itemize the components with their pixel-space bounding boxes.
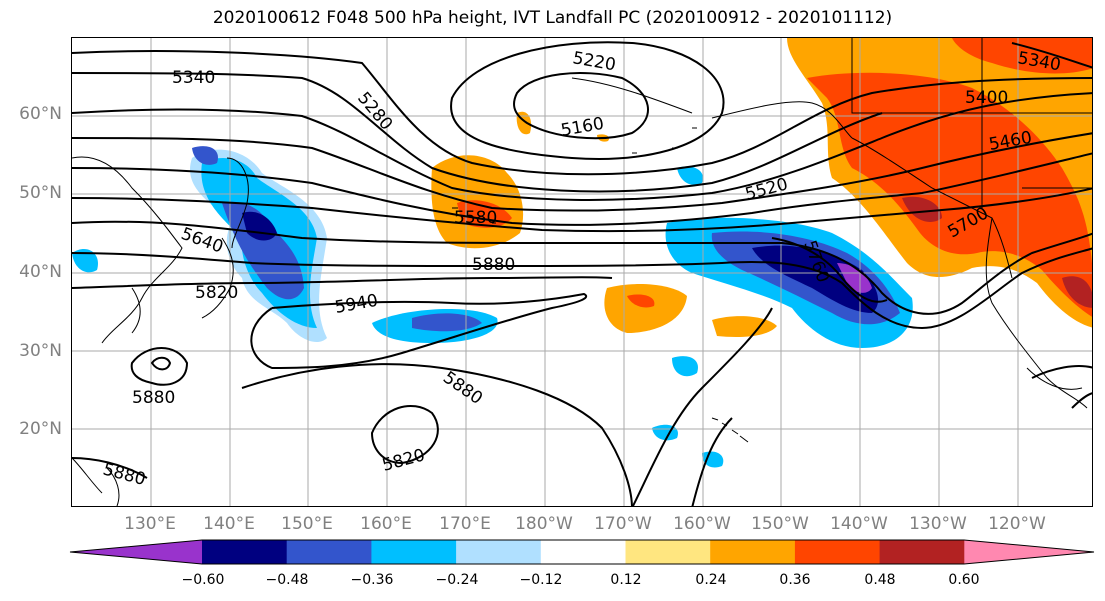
map-title: 2020100612 F048 500 hPa height, IVT Land… [212,8,893,28]
lat-label-40n: 40°N [19,262,62,282]
contour-label: 5880 [132,388,175,408]
contour-label: 5820 [195,283,238,303]
lon-label-150e: 150°E [281,514,333,534]
contour-5820-south [370,404,439,465]
contour-5880-southwest [72,457,148,479]
map-svg: 5340 5280 5220 5160 5340 5400 5460 5520 … [72,38,1092,506]
colorbar-tick-label: 0.60 [948,572,980,588]
colorbar-tick-label: −0.12 [519,572,563,588]
colorbar-tick-label: −0.36 [350,572,394,588]
colorbar-segment [879,540,965,564]
colorbar-outline [69,539,1095,565]
lon-label-160w: 160°W [673,514,731,534]
lat-label-20n: 20°N [19,419,62,439]
colorbar-tick-label: −0.24 [435,572,479,588]
lon-label-180w: 180°W [515,514,573,534]
colorbar-tick-label: 0.48 [864,572,896,588]
lat-label-60n: 60°N [19,104,62,124]
colorbar-tick-label: −0.48 [265,572,309,588]
lat-label-50n: 50°N [19,183,62,203]
coastlines [72,38,1092,506]
colorbar-segment [286,540,372,564]
colorbar-segments [70,540,1094,564]
colorbar [69,539,1095,565]
contour-5880-mexico [1031,365,1092,379]
colorbar-segment [456,540,542,564]
colorbar-tick-label: 0.24 [695,572,727,588]
colorbar-tick-label: 0.12 [610,572,642,588]
ivt-negative-shading [72,146,913,468]
colorbar-segment [625,540,711,564]
contour-5880-west [130,347,189,386]
colorbar-segment [70,540,202,564]
contour-label: 5220 [571,48,617,75]
contour-label: 5400 [965,88,1008,108]
contour-5460 [72,132,1092,212]
hawaii-islands [711,417,749,443]
colorbar-tick-label: −0.60 [181,572,225,588]
contour-5820-north [72,276,613,289]
ivt-subtropical-positive-1 [604,284,687,333]
contour-5220 [450,41,725,160]
contour-5880-east [631,307,773,506]
map-panel: 5340 5280 5220 5160 5340 5400 5460 5520 … [71,37,1093,507]
alaska-coast [571,77,853,139]
contour-5340-west [72,72,883,193]
lon-label-170e: 170°E [439,514,491,534]
lat-lon-grid [72,38,1092,506]
contour-label: 5520 [743,174,790,205]
contour-5280 [72,50,1092,176]
colorbar-segment [371,540,457,564]
colorbar-segment [794,540,881,564]
lon-label-130e: 130°E [124,514,176,534]
mexico-coast [1026,367,1083,390]
ivt-small-negative-1 [672,356,698,377]
contour-label: 5880 [101,460,148,491]
height-contours [72,41,1092,506]
contour-5820-mexico [1071,392,1092,409]
colorbar-segment [964,540,1094,564]
colorbar-tick-label: 0.36 [779,572,811,588]
contour-5400 [72,92,1092,201]
colorbar-segment [540,540,626,564]
japan-coast [201,237,234,319]
lat-label-30n: 30°N [19,341,62,361]
contour-5520 [72,152,1092,226]
contour-5760 [771,237,888,303]
taiwan-philippines-coast [72,457,120,506]
contour-5880-main [241,363,633,506]
lon-label-170w: 170°W [594,514,652,534]
contour-5160 [513,72,649,140]
lon-label-140e: 140°E [203,514,255,534]
contour-5580 [72,187,1092,233]
contour-5880-north [250,292,587,370]
bc-coast [851,137,1013,279]
korea-coast [131,287,141,334]
contour-label: 5580 [454,208,497,228]
contour-label: 5940 [333,291,379,318]
lon-label-120w: 120°W [988,514,1046,534]
colorbar-segment [710,540,796,564]
lon-label-150w: 150°W [751,514,809,534]
asia-coast [72,156,183,344]
lon-label-130w: 130°W [909,514,967,534]
colorbar-segment [202,540,288,564]
contour-5880-west-inner [150,356,172,371]
lon-label-160e: 160°E [360,514,412,534]
contour-label: 5880 [472,255,515,275]
contour-label: 5340 [172,68,215,88]
lon-label-140w: 140°W [830,514,888,534]
us-west-coast [985,217,1088,409]
contour-5340-east [1011,42,1092,69]
contour-5700 [72,247,1092,330]
contour-5640 [72,220,1092,315]
